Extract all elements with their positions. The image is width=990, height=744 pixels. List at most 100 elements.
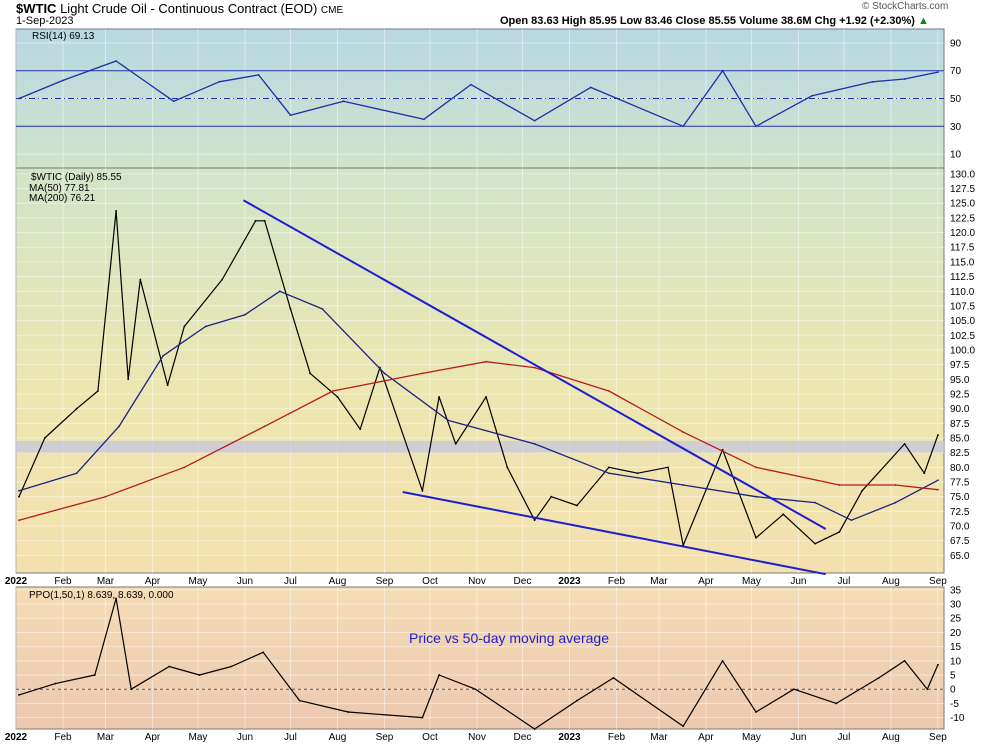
- ma200-label: MA(200) 76.21: [29, 193, 96, 204]
- x-tick-label: Feb: [54, 732, 72, 743]
- ppo-1-50-1-point: [262, 651, 265, 654]
- y-tick-label: 30: [950, 122, 962, 133]
- y-tick-label: 112.5: [950, 272, 975, 283]
- y-tick-label: 80.0: [950, 463, 970, 474]
- y-tick-label: 117.5: [950, 243, 975, 254]
- x-tick-label: Aug: [882, 576, 900, 587]
- x-tick-label: Aug: [329, 732, 347, 743]
- y-tick-label: 65.0: [950, 551, 970, 562]
- wtic-daily-point: [485, 396, 487, 398]
- ppo-1-50-1-line: [18, 597, 939, 730]
- wtic-daily-point: [576, 504, 578, 507]
- y-tick-label: 25: [950, 614, 962, 625]
- x-tick-label: Apr: [698, 576, 714, 587]
- x-tick-label: Mar: [650, 732, 668, 743]
- ma-50-77-81-point: [937, 479, 939, 482]
- y-tick-label: 30: [950, 600, 962, 611]
- x-tick-label: Jun: [790, 732, 806, 743]
- ppo-annotation: Price vs 50-day moving average: [409, 630, 609, 646]
- ppo-1-50-1-point: [474, 688, 477, 691]
- wtic-daily-point: [254, 219, 257, 222]
- ppo-1-50-1-point: [198, 674, 201, 676]
- ma-50-77-81-point: [447, 419, 450, 422]
- rsi-14-point: [682, 125, 685, 128]
- wtic-daily-point: [814, 542, 817, 545]
- y-tick-label: 115.0: [950, 257, 975, 268]
- rsi-14-point: [755, 125, 757, 128]
- rsi-label: RSI(14) 69.13: [32, 31, 95, 42]
- ppo-1-50-1-point: [298, 699, 301, 702]
- rsi-14-point: [721, 69, 724, 72]
- y-tick-label: 90: [950, 38, 962, 49]
- x-tick-label: Aug: [329, 576, 347, 587]
- ppo-1-50-1-point: [533, 728, 536, 730]
- x-tick-label: Mar: [97, 732, 115, 743]
- x-tick-label: Mar: [650, 576, 668, 587]
- ppo-1-50-1-point: [926, 688, 929, 691]
- ma-200-76-21-point: [104, 495, 107, 498]
- x-tick-label: Jul: [838, 576, 851, 587]
- rsi-14-point: [422, 118, 425, 121]
- wtic-daily-point: [359, 428, 362, 431]
- wtic-daily-point: [721, 448, 724, 451]
- y-tick-label: 70: [950, 66, 962, 77]
- y-tick-label: 72.5: [950, 507, 970, 518]
- ma-50-77-81-point: [850, 519, 853, 522]
- y-tick-label: 120.0: [950, 228, 975, 239]
- x-tick-label: Sep: [929, 576, 947, 587]
- rsi-14-point: [257, 73, 260, 76]
- chart-date: 1-Sep-2023: [16, 15, 74, 27]
- ma-50-77-81-line: [18, 290, 939, 521]
- rsi-14-point: [115, 60, 117, 62]
- ppo-1-50-1-point: [835, 702, 838, 705]
- ppo-1-50-1-point: [792, 688, 795, 691]
- x-tick-label: Jul: [284, 732, 297, 743]
- rsi-14-point: [937, 71, 939, 73]
- rsi-14-point: [470, 83, 472, 86]
- y-tick-label: 10: [950, 150, 962, 161]
- x-tick-label: Apr: [145, 576, 161, 587]
- ppo-1-50-1-point: [576, 699, 578, 702]
- quote-line: Open 83.63 High 85.95 Low 83.46 Close 85…: [500, 15, 929, 27]
- rsi-14-point: [589, 86, 592, 89]
- x-tick-label: May: [189, 576, 208, 587]
- ma-50-77-81-point: [814, 501, 817, 504]
- wtic-daily-point: [533, 519, 536, 522]
- watermark: © StockCharts.com: [862, 1, 949, 12]
- ma-50-77-81-point: [278, 290, 281, 293]
- y-tick-label: 107.5: [950, 301, 975, 312]
- x-tick-label: Jun: [790, 576, 806, 587]
- x-tick-label: Aug: [882, 732, 900, 743]
- wtic-daily-point: [289, 307, 292, 310]
- y-tick-label: -5: [950, 699, 959, 710]
- x-tick-label: Feb: [608, 576, 626, 587]
- y-tick-label: 20: [950, 628, 962, 639]
- ppo-label: PPO(1,50,1) 8.639, 8.639, 0.000: [29, 590, 174, 601]
- ppo-1-50-1-point: [937, 663, 939, 666]
- y-tick-label: 97.5: [950, 360, 970, 371]
- wtic-daily-point: [755, 536, 757, 539]
- x-tick-label: May: [742, 732, 761, 743]
- ma-50-77-81-point: [162, 354, 164, 357]
- y-tick-label: 0: [950, 685, 956, 696]
- ma-200-76-21-point: [607, 390, 610, 392]
- y-tick-label: 110.0: [950, 287, 975, 298]
- x-tick-label: Sep: [929, 732, 947, 743]
- x-tick-label: Feb: [608, 732, 626, 743]
- wtic-daily-point: [506, 466, 509, 469]
- x-tick-label: Jun: [237, 576, 253, 587]
- x-tick-label: Dec: [514, 576, 532, 587]
- rsi-14-point: [871, 80, 874, 83]
- price-label: $WTIC (Daily) 85.55: [31, 172, 122, 183]
- x-tick-label: Feb: [54, 576, 72, 587]
- x-tick-label: Sep: [376, 732, 394, 743]
- ma-200-76-21-point: [682, 431, 685, 434]
- wtic-daily-point: [18, 495, 20, 498]
- y-tick-label: 5: [950, 671, 956, 682]
- x-tick-label: 2023: [558, 576, 581, 587]
- price-panel-bg: [15, 167, 945, 574]
- resistance-band: [16, 440, 944, 453]
- symbol: $WTIC: [16, 1, 57, 16]
- wtic-daily-point: [454, 442, 457, 445]
- wtic-daily-point: [127, 378, 130, 381]
